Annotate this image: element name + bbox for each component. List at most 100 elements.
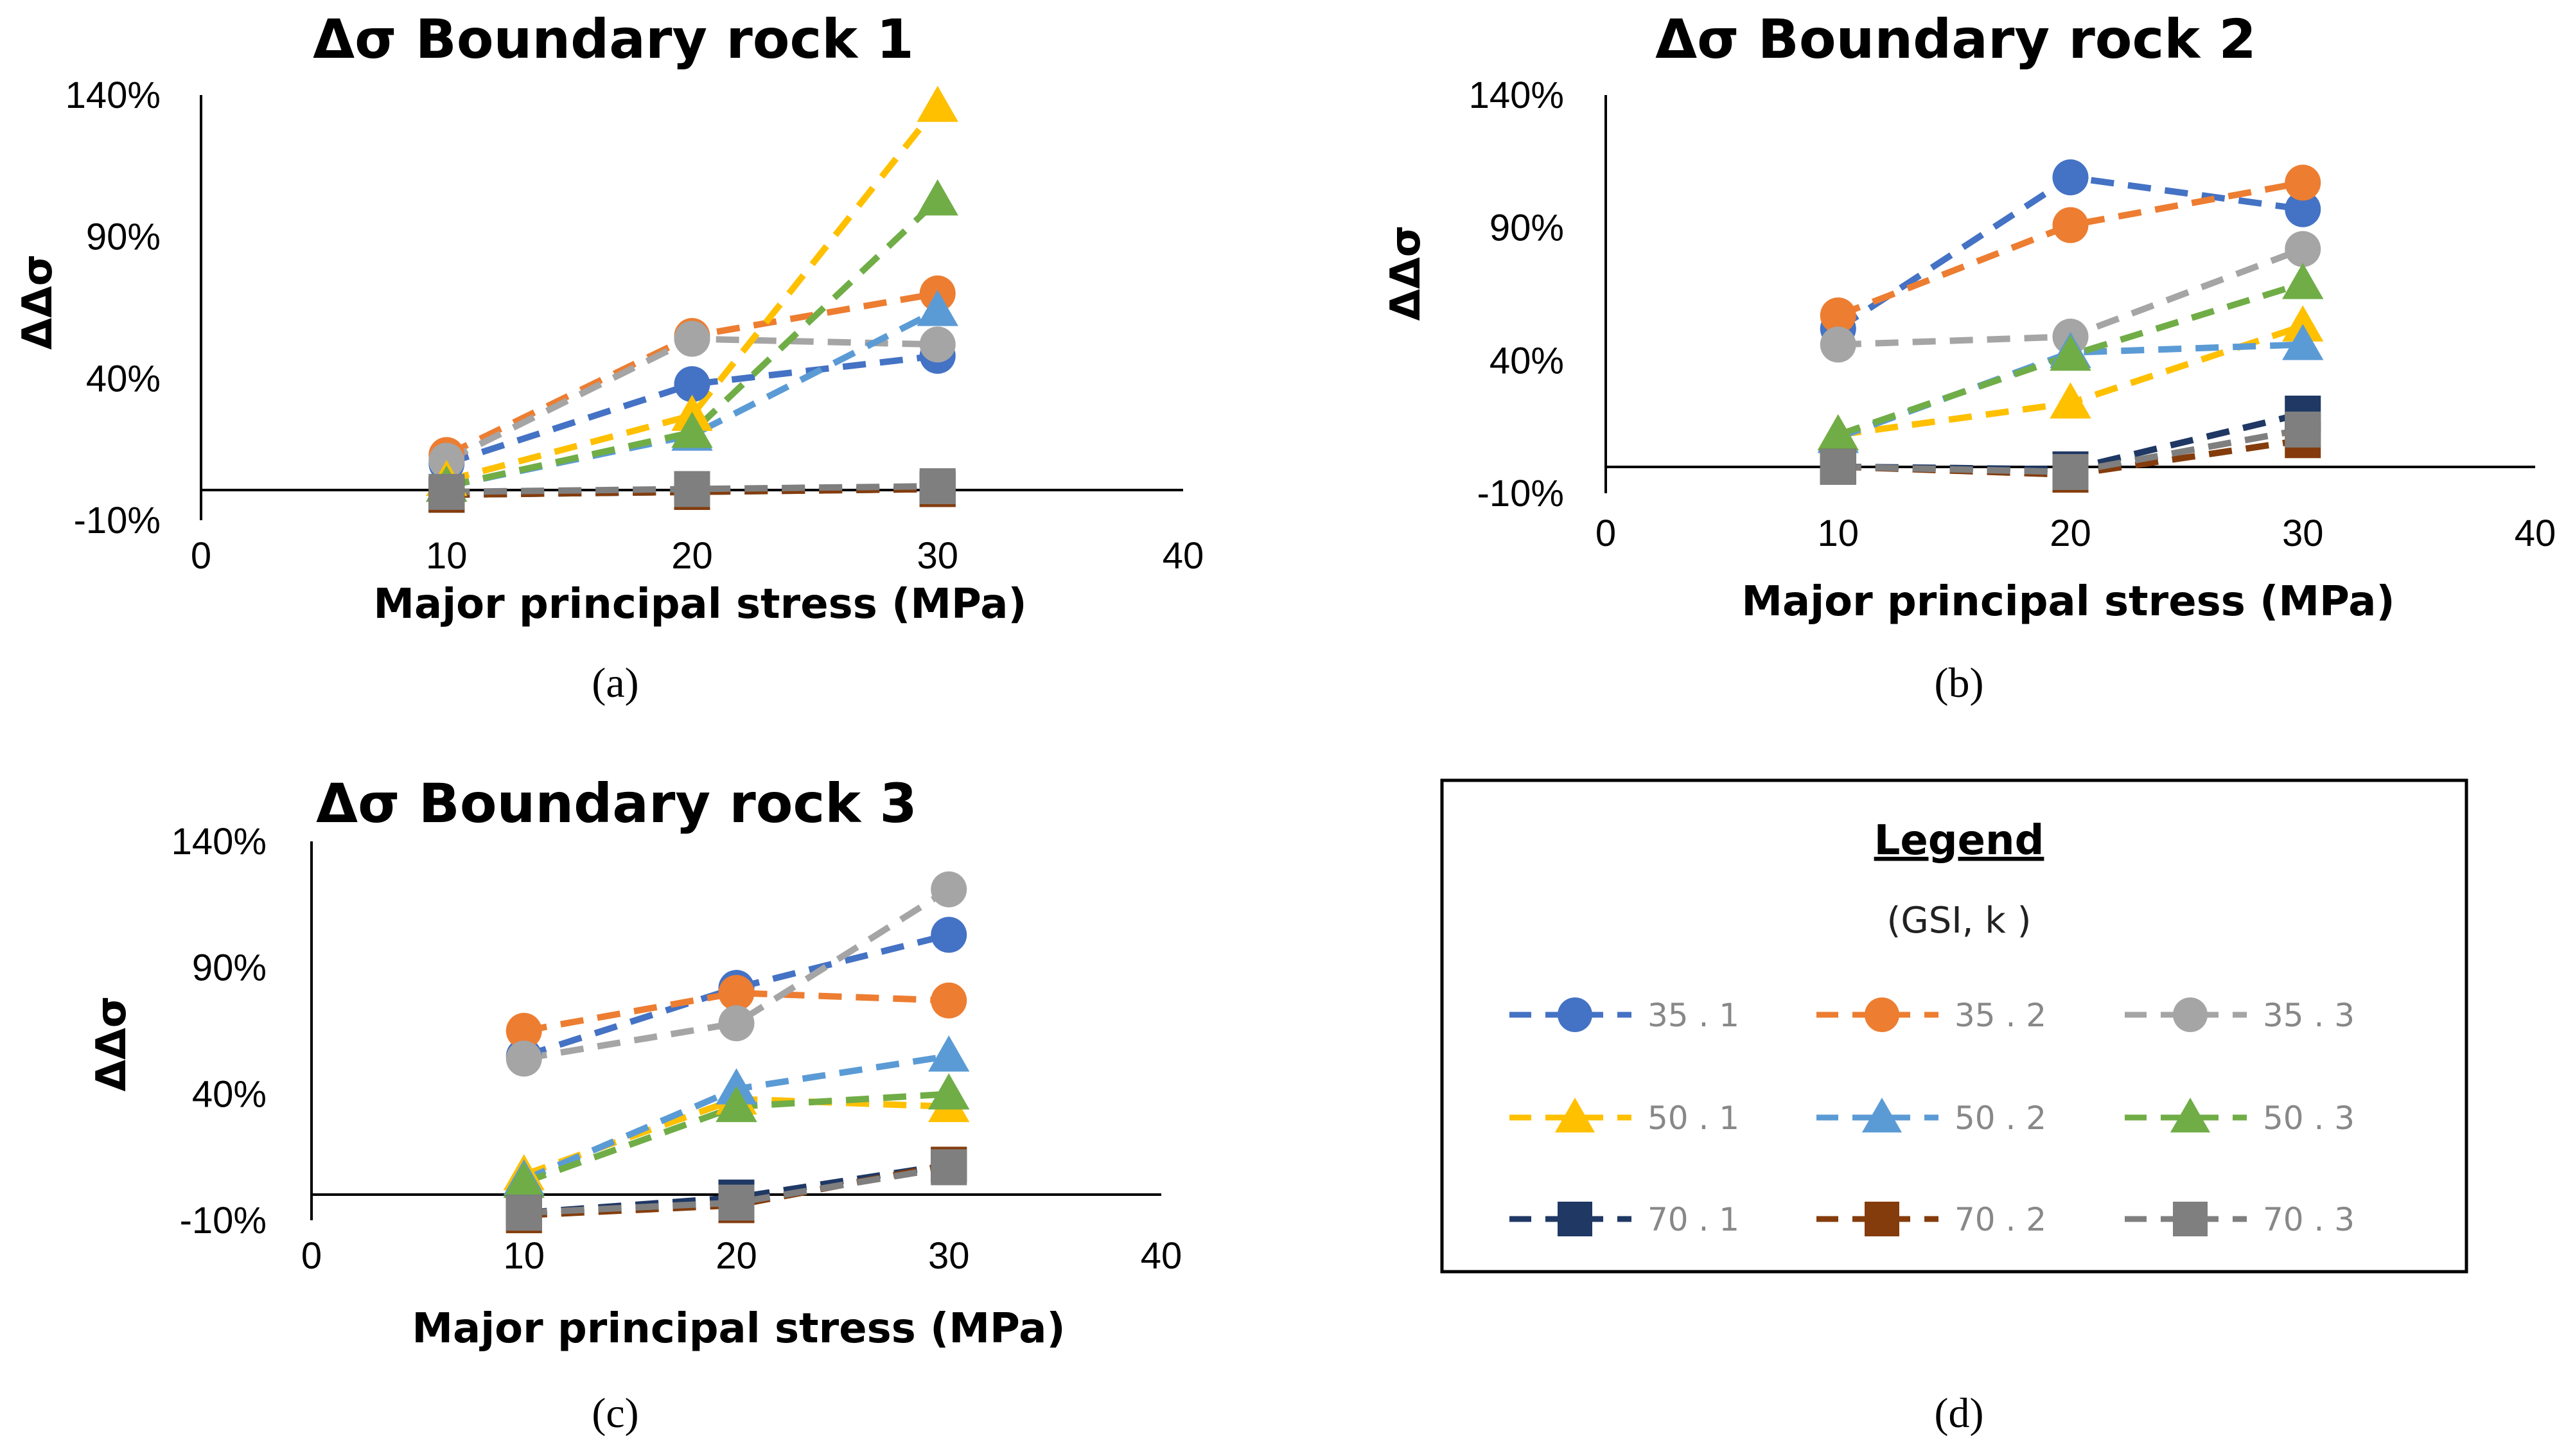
x-tick-label: 10 bbox=[1817, 513, 1859, 554]
data-point-50.3 bbox=[928, 1073, 970, 1110]
data-point-35.1 bbox=[2285, 191, 2321, 227]
series-line-50.3 bbox=[446, 197, 940, 489]
legend-entry-50.1: 50 . 1 bbox=[1509, 1097, 1739, 1137]
legend-entry-70.1: 70 . 1 bbox=[1509, 1201, 1739, 1238]
y-tick-label: -10% bbox=[180, 1200, 267, 1241]
legend-panel: Legend (GSI, k ) 35 . 1 35 . 2 35 . 3 50 . … bbox=[1440, 778, 2468, 1437]
chart-c: Δσ Boundary rock 3 -10% 40% 90% 140% 0 10 20 30… bbox=[88, 772, 1182, 1437]
data-point-70.3 bbox=[919, 468, 956, 505]
data-point-50.2 bbox=[917, 290, 958, 326]
legend-entry-label: 70 . 3 bbox=[2263, 1201, 2355, 1238]
legend-entry-label: 70 . 2 bbox=[1955, 1201, 2046, 1238]
data-point-35.3 bbox=[2285, 231, 2321, 267]
y-tick-label: -10% bbox=[1477, 473, 1564, 514]
x-tick-label: 0 bbox=[301, 1235, 322, 1277]
series-line-35.3 bbox=[523, 886, 951, 1062]
y-tick-label: 40% bbox=[1490, 340, 1564, 382]
data-point-70.3 bbox=[2285, 411, 2321, 448]
data-point-35.2 bbox=[2052, 207, 2089, 243]
data-point-35.3 bbox=[919, 326, 956, 363]
legend-entry-label: 70 . 1 bbox=[1648, 1201, 1739, 1238]
x-tick-label: 40 bbox=[2515, 513, 2556, 554]
data-point-70.3 bbox=[718, 1184, 755, 1221]
y-tick-label: 140% bbox=[1469, 75, 1564, 116]
data-point-50.3 bbox=[503, 1161, 545, 1198]
legend-marker-swatch bbox=[1865, 1202, 1899, 1236]
data-point-35.3 bbox=[1820, 326, 1856, 363]
legend-marker-swatch bbox=[1861, 1097, 1903, 1133]
x-tick-label: 0 bbox=[191, 535, 211, 577]
chart-a-xlabel: Major principal stress (MPa) bbox=[373, 581, 1026, 628]
x-tick-label: 30 bbox=[928, 1235, 970, 1277]
chart-a-title: Δσ Boundary rock 1 bbox=[313, 8, 914, 71]
x-tick-label: 20 bbox=[2050, 513, 2091, 554]
series-line-50.1 bbox=[445, 104, 940, 484]
legend-marker-swatch bbox=[1558, 997, 1592, 1032]
chart-b-panel-label: (b) bbox=[1935, 660, 1984, 706]
chart-c-plot: -10% 40% 90% 140% 0 10 20 30 40 bbox=[171, 821, 1182, 1277]
chart-b-plot: -10% 40% 90% 140% 0 10 20 30 40 bbox=[1469, 75, 2556, 554]
legend-title: Legend bbox=[1874, 817, 2044, 864]
legend-entry-label: 35 . 2 bbox=[1955, 997, 2046, 1034]
y-tick-label: 90% bbox=[86, 216, 161, 258]
legend-entry-50.3: 50 . 3 bbox=[2125, 1097, 2355, 1137]
chart-a: Δσ Boundary rock 1 -10% 40% 90% 140% 0 10 20 30… bbox=[14, 8, 1204, 706]
data-point-35.3 bbox=[505, 1040, 542, 1077]
legend-entry-35.2: 35 . 2 bbox=[1816, 997, 2046, 1034]
series-line-35.2 bbox=[523, 989, 949, 1034]
data-point-35.2 bbox=[505, 1013, 542, 1049]
legend-entry-50.2: 50 . 2 bbox=[1816, 1097, 2046, 1137]
x-tick-label: 40 bbox=[1141, 1235, 1182, 1277]
chart-b-ylabel: ΔΔσ bbox=[1382, 225, 1430, 321]
y-tick-label: 90% bbox=[1490, 207, 1564, 249]
chart-c-ylabel: ΔΔσ bbox=[88, 996, 136, 1092]
legend-entry-label: 50 . 1 bbox=[1648, 1100, 1739, 1137]
data-point-35.3 bbox=[674, 320, 710, 357]
x-tick-label: 10 bbox=[503, 1235, 545, 1277]
y-tick-label: 40% bbox=[192, 1073, 267, 1115]
x-tick-label: 0 bbox=[1595, 513, 1616, 554]
data-point-35.1 bbox=[2052, 159, 2089, 196]
data-point-70.3 bbox=[1820, 448, 1856, 485]
data-point-35.1 bbox=[931, 917, 967, 953]
data-point-50.1 bbox=[2282, 305, 2324, 342]
data-point-35.1 bbox=[674, 366, 710, 403]
chart-b-title: Δσ Boundary rock 2 bbox=[1655, 8, 2256, 71]
chart-b-xlabel: Major principal stress (MPa) bbox=[1741, 578, 2395, 626]
y-tick-label: 40% bbox=[86, 358, 161, 399]
y-tick-label: 140% bbox=[171, 821, 267, 863]
x-tick-label: 10 bbox=[426, 535, 468, 577]
data-point-70.3 bbox=[674, 471, 710, 507]
series-line-70.3 bbox=[523, 1164, 950, 1216]
chart-a-plot: -10% 40% 90% 140% 0 10 20 30 40 bbox=[66, 75, 1204, 577]
data-point-50.3 bbox=[1817, 414, 1859, 451]
data-point-35.2 bbox=[1820, 297, 1856, 334]
data-point-50.1 bbox=[2050, 382, 2091, 419]
legend-entries: 35 . 1 35 . 2 35 . 3 50 . 1 50 . 2 50 . 3 70 .… bbox=[1509, 997, 2355, 1238]
data-point-35.2 bbox=[718, 975, 755, 1011]
legend-entry-35.1: 35 . 1 bbox=[1509, 997, 1739, 1034]
data-point-70.3 bbox=[505, 1195, 542, 1231]
x-tick-label: 30 bbox=[917, 535, 958, 577]
legend-marker-swatch bbox=[2170, 1097, 2211, 1133]
legend-panel-label: (d) bbox=[1935, 1390, 1984, 1437]
data-point-50.2 bbox=[2282, 324, 2324, 360]
y-tick-label: 140% bbox=[66, 75, 161, 116]
data-point-70.3 bbox=[428, 473, 465, 510]
series-line-35.2 bbox=[1836, 179, 2304, 319]
chart-c-panel-label: (c) bbox=[592, 1390, 638, 1437]
legend-marker-swatch bbox=[1865, 997, 1899, 1032]
data-point-50.1 bbox=[917, 85, 958, 122]
legend-marker-swatch bbox=[2173, 1202, 2208, 1236]
legend-marker-swatch bbox=[2173, 997, 2208, 1032]
data-point-50.3 bbox=[716, 1085, 757, 1123]
legend-marker-swatch bbox=[1554, 1097, 1595, 1133]
legend-entry-70.3: 70 . 3 bbox=[2125, 1201, 2355, 1238]
data-point-35.3 bbox=[718, 1005, 755, 1042]
legend-entry-70.2: 70 . 2 bbox=[1816, 1201, 2046, 1238]
x-tick-label: 30 bbox=[2282, 513, 2324, 554]
series-line-35.1 bbox=[445, 353, 938, 467]
legend-entry-label: 50 . 2 bbox=[1955, 1100, 2046, 1137]
data-point-50.2 bbox=[928, 1035, 970, 1072]
